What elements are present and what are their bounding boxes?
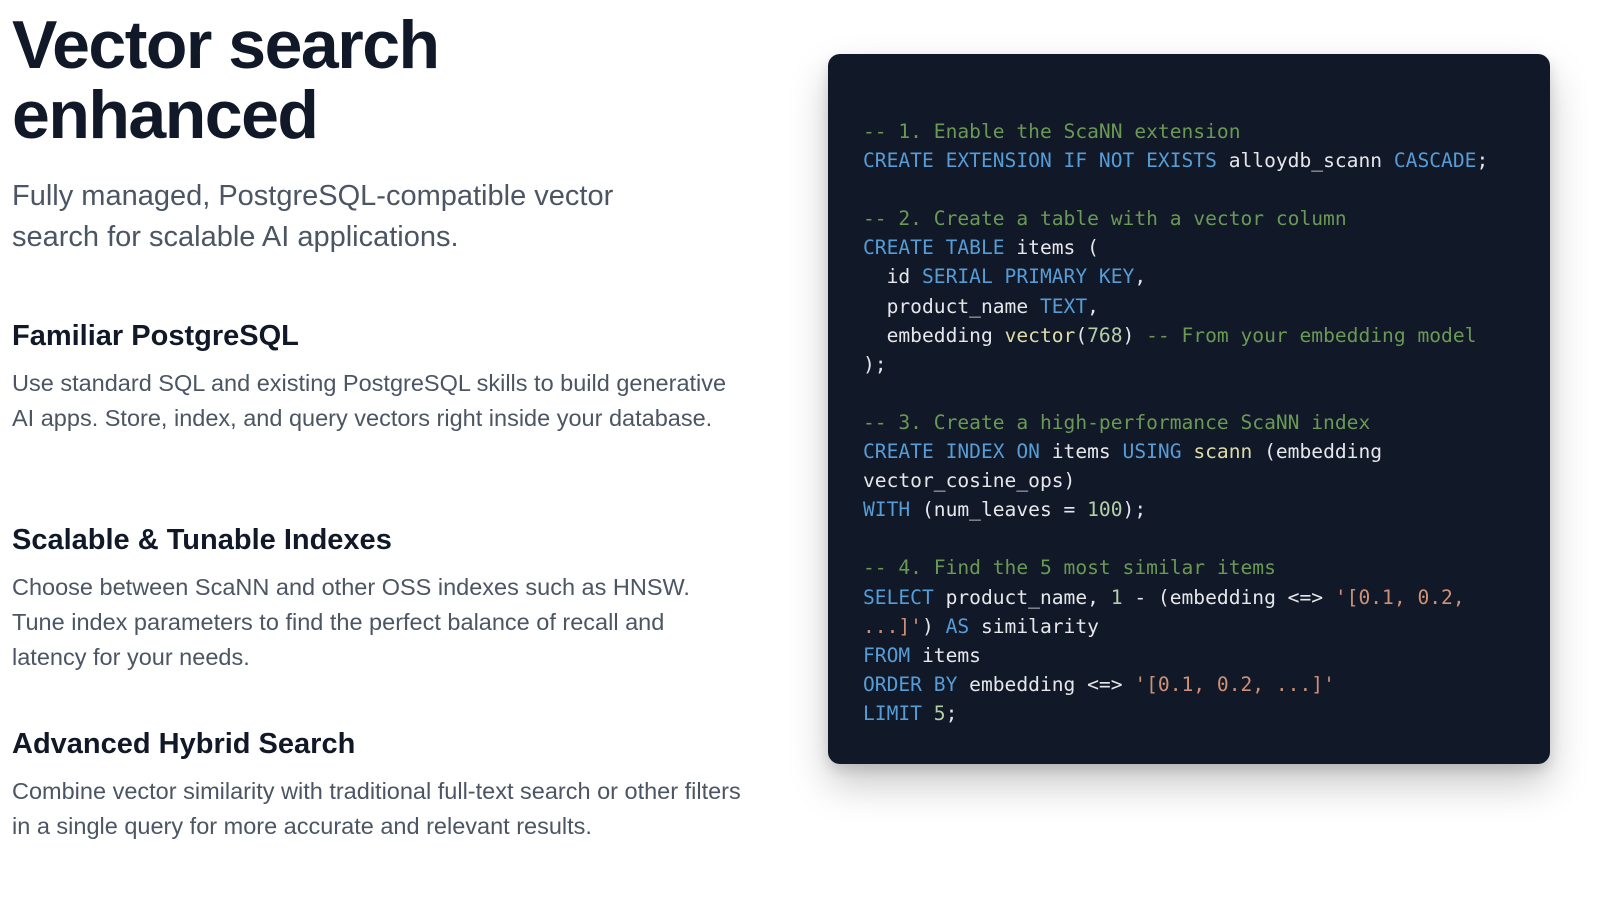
code-token-keyword: CREATE TABLE [863,236,1005,260]
code-token-string: ...]' [863,614,922,638]
code-line: embedding vector(768) -- From your embed… [863,321,1488,350]
code-token-number: 768 [1087,323,1123,347]
code-token-comment: -- 2. Create a table with a vector colum… [863,207,1347,231]
code-token-comment: -- From your embedding model [1146,323,1477,347]
code-token-plain: items ( [1004,236,1099,260]
code-token-plain: vector_cosine_ops) [863,469,1076,493]
feature-title: Scalable & Tunable Indexes [12,524,392,556]
code-line: WITH (num_leaves = 100); [863,495,1488,524]
intro-section: Vector search enhanced Fully managed, Po… [12,0,742,258]
code-line: -- 2. Create a table with a vector colum… [863,204,1488,233]
code-token-keyword: CREATE INDEX ON [863,440,1040,464]
code-line: CREATE EXTENSION IF NOT EXISTS alloydb_s… [863,146,1488,175]
code-token-keyword: CASCADE [1393,149,1477,173]
code-token-func: vector [1004,323,1076,347]
feature-title: Familiar PostgreSQL [12,320,299,352]
code-token-plain: - (embedding <=> [1122,585,1335,609]
code-token-keyword: AS [945,614,970,638]
code-token-plain: , [1087,294,1099,318]
code-example-card: -- 1. Enable the ScaNN extension CREATE E… [828,54,1550,764]
code-token-plain: similarity [969,614,1099,638]
code-token-number: 100 [1087,498,1123,522]
title-line-1: Vector search [12,7,440,83]
code-token-plain: items [1039,440,1123,464]
feature-description: Combine vector similarity with tradition… [12,778,741,839]
code-token-keyword: SERIAL PRIMARY KEY [921,265,1135,289]
code-token-comment: -- 4. Find the 5 most similar items [863,556,1276,580]
feature-scalable-indexes: Scalable & Tunable Indexes Choose betwee… [12,522,742,675]
code-token-func: scann [1193,440,1253,464]
code-token-comment: -- 3. Create a high-performance ScaNN in… [863,410,1371,434]
page-subtitle: Fully managed, PostgreSQL-compatible vec… [12,180,614,253]
sql-code-block: -- 1. Enable the ScaNN extension CREATE E… [863,117,1488,728]
feature-title: Advanced Hybrid Search [12,728,356,760]
code-token-string: '[0.1, 0.2, ...]' [1134,672,1335,696]
code-token-keyword: LIMIT [863,701,922,725]
code-token-plain: ; [945,701,958,725]
code-line: SELECT product_name, 1 - (embedding <=> … [863,583,1488,612]
code-line: ...]') AS similarity [863,612,1488,641]
code-line: -- 4. Find the 5 most similar items [863,553,1488,582]
code-line: product_name TEXT, [863,292,1488,321]
code-token-plain: ); [863,352,887,376]
code-token-plain: embedding <=> [957,672,1135,696]
code-line: id SERIAL PRIMARY KEY, [863,262,1488,291]
feature-description: Use standard SQL and existing PostgreSQL… [12,370,727,431]
code-token-plain [1182,440,1194,463]
code-line: vector_cosine_ops) [863,466,1488,495]
code-line [863,379,1488,408]
code-token-plain: ) [1122,323,1147,347]
code-token-keyword: SELECT [863,585,934,609]
code-line: -- 3. Create a high-performance ScaNN in… [863,408,1488,437]
code-token-plain: ( [1075,323,1088,347]
code-token-plain: embedding [863,323,1005,347]
code-line: ORDER BY embedding <=> '[0.1, 0.2, ...]' [863,670,1488,699]
code-token-keyword: CREATE EXTENSION IF NOT EXISTS [863,149,1217,173]
code-line: FROM items [863,641,1488,670]
code-token-plain [922,702,934,725]
code-token-plain: product_name, [933,585,1111,609]
code-token-number: 1 [1110,585,1123,609]
code-line [863,524,1488,553]
code-token-plain: ); [1122,498,1147,522]
title-line-2: enhanced [12,77,319,153]
page-title: Vector search enhanced [12,10,742,150]
code-token-keyword: TEXT [1039,294,1088,318]
code-line: CREATE INDEX ON items USING scann (embed… [863,437,1488,466]
code-token-plain: ) [921,614,946,638]
code-token-plain: product_name [863,294,1040,318]
code-token-keyword: FROM [863,643,911,667]
code-token-plain: id [863,265,922,289]
code-token-string: '[0.1, 0.2, [1334,585,1465,609]
code-line: LIMIT 5; [863,699,1488,728]
feature-description: Choose between ScaNN and other OSS index… [12,574,690,670]
code-token-plain: alloydb_scann [1216,149,1394,173]
code-token-keyword: USING [1122,440,1182,464]
code-token-plain: (embedding [1252,440,1383,464]
code-token-plain: , [1134,265,1147,289]
code-token-comment: -- 1. Enable the ScaNN extension [863,120,1241,143]
feature-hybrid-search: Advanced Hybrid Search Combine vector si… [12,726,742,844]
code-line [863,175,1488,204]
code-line: -- 1. Enable the ScaNN extension [863,117,1488,146]
code-token-number: 5 [933,701,946,725]
code-line: CREATE TABLE items ( [863,233,1488,262]
code-token-plain: ; [1476,149,1489,173]
code-token-plain: (num_leaves = [910,498,1088,522]
code-token-keyword: ORDER BY [863,672,958,696]
code-line: ); [863,350,1488,379]
code-token-keyword: WITH [863,498,911,522]
code-token-plain: items [910,643,981,667]
feature-familiar-postgresql: Familiar PostgreSQL Use standard SQL and… [12,318,742,436]
